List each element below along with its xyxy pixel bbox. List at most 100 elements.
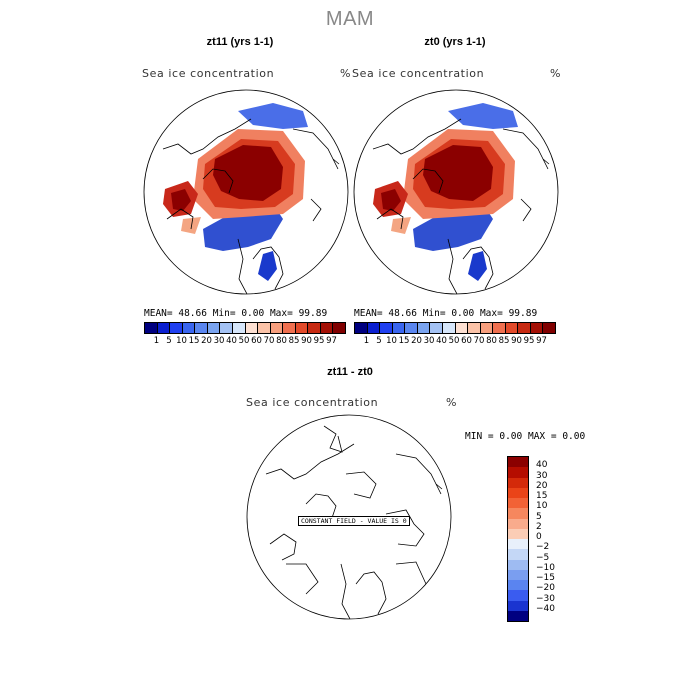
colorbar-swatch <box>508 477 528 488</box>
panel1-ice-labrador <box>181 217 201 234</box>
colorbar-swatch <box>508 487 528 498</box>
colorbar-tick-label: 97 <box>326 336 337 346</box>
colorbar-tick-label: 10 <box>536 501 548 512</box>
colorbar-tick-label: −2 <box>536 542 550 553</box>
colorbar-swatch <box>182 323 196 333</box>
colorbar-tick-label: 50 <box>238 336 250 346</box>
colorbar-swatch <box>170 323 183 333</box>
panel1-max-label: Max= <box>269 308 293 319</box>
colorbar-swatch <box>468 323 481 333</box>
colorbar-swatch <box>245 323 259 333</box>
colorbar-swatch <box>417 323 431 333</box>
panel3-colorbar-ticks: 40 30 20 15 10 5 2 0 −2 −5 −10 −15 −20 −30 −40 <box>536 456 576 620</box>
panel1-title: zt11 (yrs 1-1) <box>206 36 274 48</box>
colorbar-tick-label: −15 <box>536 573 555 583</box>
colorbar-swatch <box>220 323 233 333</box>
colorbar-swatch <box>508 498 528 509</box>
panel1-units: % <box>340 67 352 80</box>
panel3-min-value: 0.00 <box>499 431 523 442</box>
colorbar-tick-label: 95 <box>313 336 325 346</box>
panel2-units: % <box>550 67 562 80</box>
panel2-ice-core <box>423 145 493 201</box>
colorbar-swatch <box>380 323 393 333</box>
colorbar-swatch <box>405 323 418 333</box>
panel1-ice-baltic <box>258 251 277 281</box>
colorbar-tick-label: 50 <box>448 336 460 346</box>
colorbar-tick-label: 30 <box>213 336 225 346</box>
colorbar-tick-label: 85 <box>498 336 510 346</box>
colorbar-tick-label: 15 <box>188 336 200 346</box>
panel2-ice-hudson-core <box>381 189 401 211</box>
colorbar-tick-label: 20 <box>201 336 212 346</box>
panel2-ice-edge-blue-north <box>448 103 518 129</box>
colorbar-tick-label: 15 <box>536 491 548 501</box>
colorbar-swatch <box>430 323 443 333</box>
colorbar-tick-label: 80 <box>486 336 497 346</box>
colorbar-tick-label: −40 <box>536 603 555 614</box>
colorbar-tick-label: 97 <box>536 336 547 346</box>
colorbar-tick-label: 80 <box>276 336 287 346</box>
colorbar-swatch <box>207 323 221 333</box>
colorbar-tick-label: 1 <box>153 336 160 346</box>
panel1-mean-value: 48.66 <box>178 308 207 319</box>
colorbar-swatch <box>442 323 456 333</box>
colorbar-tick-label: 30 <box>536 470 548 481</box>
colorbar-swatch <box>505 323 519 333</box>
panel3-max-value: 0.00 <box>562 431 586 442</box>
panel1-mean-label: MEAN= <box>144 308 173 319</box>
panel2-mean-value: 48.66 <box>388 308 417 319</box>
colorbar-swatch <box>508 508 528 519</box>
colorbar-tick-label: 5 <box>536 511 542 522</box>
colorbar-tick-label: 95 <box>523 336 535 346</box>
panel2-variable-label: Sea ice concentration <box>352 67 485 80</box>
panel2-min-label: Min= <box>422 308 446 319</box>
panel1-polar-map <box>143 89 349 295</box>
colorbar-tick-label: 40 <box>436 336 447 346</box>
colorbar-swatch <box>508 580 528 591</box>
panel2-max-value: 99.89 <box>508 308 538 319</box>
panel2-colorbar-ticks: 1 5 10 15 20 30 40 50 60 70 80 85 90 95 97 <box>354 336 554 348</box>
panel2-polar-map <box>353 89 559 295</box>
panel1-colorbar <box>144 322 346 334</box>
colorbar-swatch <box>145 323 158 333</box>
colorbar-swatch <box>508 539 528 550</box>
panel1-ice-core <box>213 145 283 201</box>
panel1-variable-label: Sea ice concentration <box>142 67 275 80</box>
panel2-max-label: Max= <box>479 308 503 319</box>
colorbar-tick-label: −30 <box>536 593 555 604</box>
colorbar-swatch <box>543 323 555 333</box>
colorbar-tick-label: −20 <box>536 583 555 594</box>
panel1-ice-hudson-core <box>171 189 191 211</box>
colorbar-swatch <box>258 323 271 333</box>
colorbar-tick-label: 90 <box>301 336 312 346</box>
colorbar-swatch <box>480 323 494 333</box>
colorbar-swatch <box>333 323 345 333</box>
panel1-min-value: 0.00 <box>241 308 265 319</box>
colorbar-swatch <box>508 600 528 611</box>
colorbar-tick-label: 90 <box>511 336 522 346</box>
colorbar-swatch <box>508 610 528 621</box>
panel2-mean-label: MEAN= <box>354 308 383 319</box>
colorbar-swatch <box>508 528 528 539</box>
colorbar-tick-label: 20 <box>536 480 548 491</box>
colorbar-tick-label: 20 <box>411 336 422 346</box>
panel3-max-label: MAX = <box>527 431 557 442</box>
colorbar-tick-label: −5 <box>536 552 550 563</box>
figure-title: MAM <box>325 8 375 30</box>
panel2-ice-baltic <box>468 251 487 281</box>
panel1-min-label: Min= <box>212 308 236 319</box>
colorbar-swatch <box>232 323 246 333</box>
colorbar-tick-label: 15 <box>398 336 410 346</box>
colorbar-swatch <box>320 323 334 333</box>
colorbar-tick-label: 0 <box>536 532 542 542</box>
panel3-units: % <box>446 396 458 409</box>
colorbar-tick-label: 30 <box>423 336 435 346</box>
colorbar-swatch <box>392 323 406 333</box>
colorbar-swatch <box>367 323 381 333</box>
colorbar-tick-label: 70 <box>263 336 275 346</box>
colorbar-tick-label: 40 <box>536 460 548 471</box>
panel2-title: zt0 (yrs 1-1) <box>424 36 486 48</box>
panel3-colorbar <box>507 456 529 622</box>
panel1-colorbar-ticks: 1 5 10 15 20 30 40 50 60 70 80 85 90 95 97 <box>144 336 344 348</box>
colorbar-tick-label: 70 <box>473 336 485 346</box>
